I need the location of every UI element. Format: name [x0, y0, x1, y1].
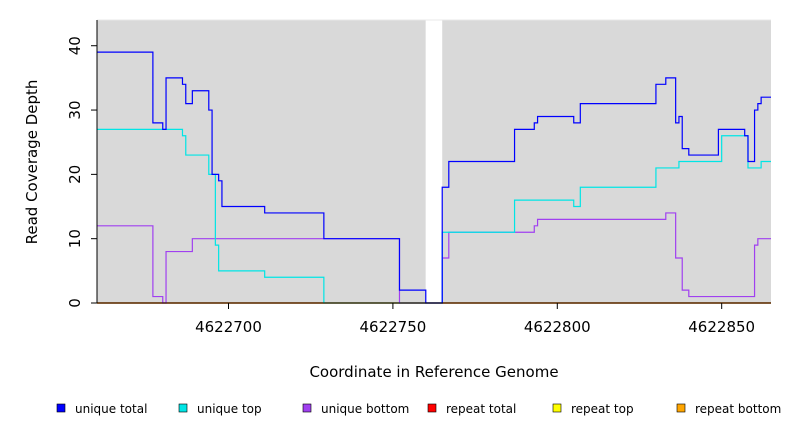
- x-tick-label: 4622800: [524, 318, 591, 336]
- series-line-unique-total: [97, 51, 771, 304]
- axes: 0 10 20 30 40 4622700 4622750 4622800 4622850: [66, 19, 771, 336]
- series-line-unique-bottom: [97, 212, 771, 304]
- plot-background: [97, 20, 771, 303]
- y-tick-label: 0: [66, 298, 84, 308]
- legend: unique total unique top unique bottom repea…: [56, 402, 781, 416]
- legend-label-repeat-top: repeat top: [571, 402, 634, 416]
- x-tick-label: 4622700: [195, 318, 262, 336]
- legend-label-unique-total: unique total: [75, 402, 147, 416]
- legend-swatch-unique-total: [56, 403, 66, 413]
- legend-label-unique-bottom: unique bottom: [321, 402, 409, 416]
- y-tick-label: 10: [66, 229, 84, 248]
- legend-label-repeat-bottom: repeat bottom: [695, 402, 781, 416]
- legend-swatch-repeat-total: [427, 403, 437, 413]
- plot-panel-left: [97, 20, 426, 303]
- legend-swatch-unique-bottom: [302, 403, 312, 413]
- legend-swatch-unique-top: [178, 403, 188, 413]
- legend-swatch-repeat-top: [552, 403, 562, 413]
- x-tick-label: 4622750: [359, 318, 426, 336]
- legend-swatch-repeat-bottom: [676, 403, 686, 413]
- y-tick-label: 40: [66, 36, 84, 55]
- x-tick-label: 4622850: [688, 318, 755, 336]
- legend-label-unique-top: unique top: [197, 402, 262, 416]
- y-axis-title: Read Coverage Depth: [23, 80, 41, 245]
- x-axis-title: Coordinate in Reference Genome: [309, 363, 558, 381]
- legend-label-repeat-total: repeat total: [446, 402, 516, 416]
- y-tick-label: 20: [66, 165, 84, 184]
- plot-gap: [425, 20, 443, 303]
- y-tick-label: 30: [66, 100, 84, 119]
